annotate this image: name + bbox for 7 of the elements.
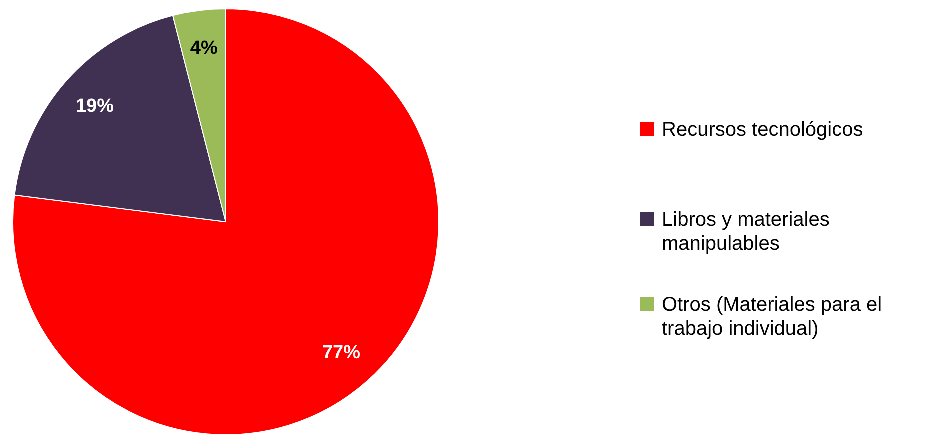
data-label: 19%	[76, 96, 114, 117]
legend-label: Libros y materiales manipulables	[662, 209, 830, 255]
pie-slice	[12, 8, 440, 436]
legend-label: Otros (Materiales para el trabajo individual)	[662, 294, 882, 340]
data-label: 4%	[190, 38, 218, 60]
legend-label: Recursos tecnológicos	[662, 119, 864, 141]
data-label: 77%	[322, 342, 361, 364]
